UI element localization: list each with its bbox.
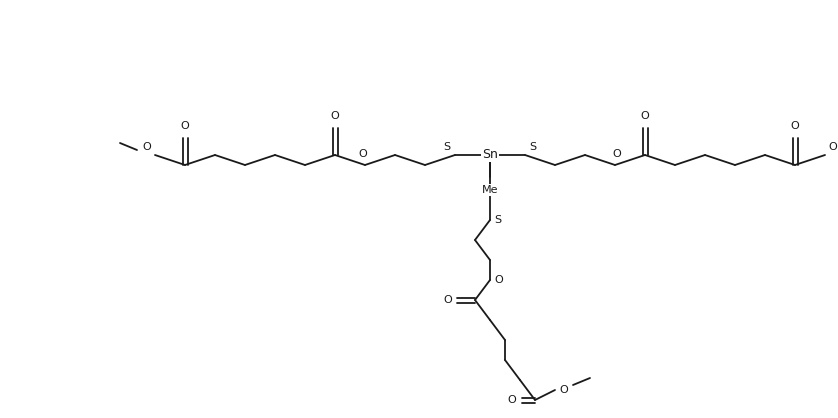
Text: O: O: [790, 121, 799, 131]
Text: S: S: [530, 142, 536, 152]
Text: O: O: [508, 395, 516, 405]
Text: Sn: Sn: [482, 148, 498, 161]
Text: O: O: [443, 295, 453, 305]
Text: O: O: [142, 142, 152, 152]
Text: O: O: [494, 275, 504, 285]
Text: O: O: [613, 149, 621, 159]
Text: O: O: [560, 385, 568, 395]
Text: O: O: [640, 111, 649, 121]
Text: S: S: [443, 142, 451, 152]
Text: O: O: [181, 121, 189, 131]
Text: S: S: [494, 215, 502, 225]
Text: O: O: [359, 149, 367, 159]
Text: O: O: [829, 142, 837, 152]
Text: O: O: [331, 111, 339, 121]
Text: Me: Me: [482, 185, 499, 195]
